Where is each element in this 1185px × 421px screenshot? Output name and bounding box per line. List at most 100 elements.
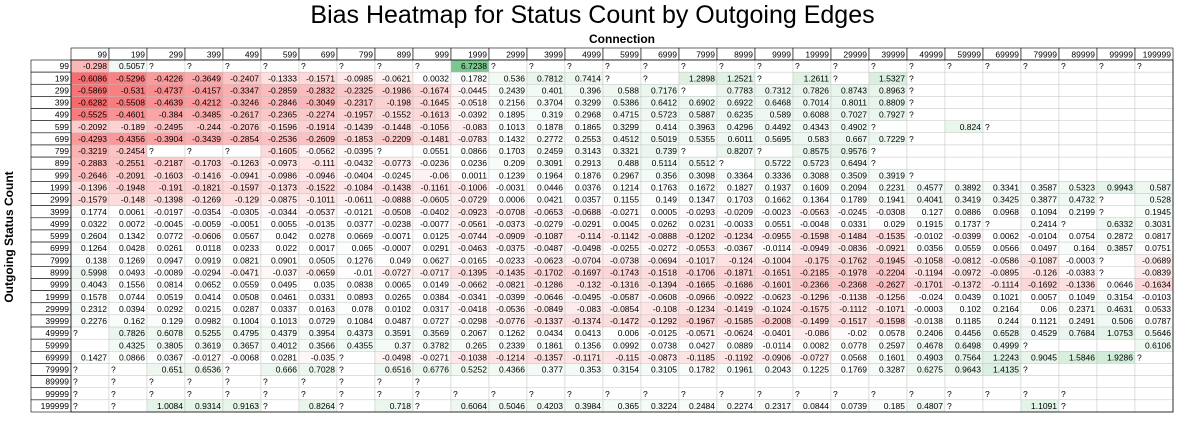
cell-value: -0.0704 <box>572 255 601 265</box>
cell-value: ? <box>339 61 344 71</box>
cell-value: 0.2199 <box>1069 207 1095 217</box>
cell-value: -0.0399 <box>952 231 981 241</box>
cell-value: ? <box>263 389 268 399</box>
cell-value: -0.1585 <box>724 316 753 326</box>
cell-value: 0.3098 <box>689 170 715 180</box>
cell-value: 0.0376 <box>575 183 601 193</box>
cell-value: ? <box>909 110 914 120</box>
cell-value: -0.1596 <box>268 122 297 132</box>
cell-value: 0.1084 <box>347 316 373 326</box>
cell-value: -0.2091 <box>116 170 145 180</box>
heatmap-cell <box>1058 363 1098 376</box>
cell-value: 0.4902 <box>841 122 867 132</box>
cell-value: -0.0023 <box>762 207 791 217</box>
row-header: 19999 <box>45 292 69 302</box>
cell-value: 0.0149 <box>423 280 449 290</box>
column-header: 699 <box>321 50 335 60</box>
heatmap-cell <box>678 375 718 388</box>
cell-value: 0.1269 <box>119 255 145 265</box>
cell-value: 0.4715 <box>613 110 639 120</box>
cell-value: 0.2872 <box>1107 231 1133 241</box>
cell-value: -0.0717 <box>420 267 449 277</box>
cell-value: -0.124 <box>729 255 753 265</box>
cell-value: 0.078 <box>352 304 374 314</box>
cell-value: -0.531 <box>121 85 145 95</box>
heatmap-cell <box>982 84 1022 97</box>
cell-value: 0.3299 <box>613 122 639 132</box>
cell-value: -0.0255 <box>610 243 639 253</box>
cell-value: -0.1703 <box>192 158 221 168</box>
heatmap-cell <box>1020 108 1060 121</box>
cell-value: 0.3619 <box>195 340 221 350</box>
cell-value: 0.3341 <box>993 183 1019 193</box>
cell-value: 0.0566 <box>993 243 1019 253</box>
cell-value: 0.5114 <box>652 158 678 168</box>
cell-value: -0.1914 <box>306 122 335 132</box>
cell-value: -0.0197 <box>154 207 183 217</box>
cell-value: 0.4456 <box>955 328 981 338</box>
heatmap-cell <box>1096 108 1136 121</box>
cell-value: -0.1598 <box>800 231 829 241</box>
cell-value: 0.2371 <box>1069 304 1095 314</box>
cell-value: -0.6282 <box>78 98 107 108</box>
cell-value: -0.1601 <box>762 280 791 290</box>
cell-value: -0.0708 <box>496 207 525 217</box>
cell-value: 0.6064 <box>461 401 487 411</box>
heatmap-cell <box>1058 132 1098 146</box>
cell-value: -0.1192 <box>725 352 753 362</box>
cell-value: -0.1853 <box>344 134 373 144</box>
cell-value: -0.0341 <box>458 292 487 302</box>
cell-value: 0.4296 <box>727 122 753 132</box>
cell-value: -0.0209 <box>724 207 753 217</box>
cell-value: -0.1579 <box>78 195 107 205</box>
cell-value: 0.7229 <box>879 134 905 144</box>
cell-value: 0.1225 <box>803 365 829 375</box>
heatmap-cell <box>1134 399 1174 413</box>
cell-value: ? <box>985 219 990 229</box>
cell-value: 0.2597 <box>879 340 905 350</box>
row-header: 29999 <box>45 304 69 314</box>
cell-value: 0.0045 <box>613 219 639 229</box>
row-header: 69999 <box>45 352 69 362</box>
cell-value: -0.2185 <box>800 267 829 277</box>
cell-value: 0.356 <box>656 170 678 180</box>
cell-value: 0.1763 <box>651 183 677 193</box>
cell-value: 0.0646 <box>1107 280 1133 290</box>
cell-value: 0.042 <box>276 231 298 241</box>
cell-value: ? <box>757 73 762 83</box>
cell-value: ? <box>149 146 154 156</box>
cell-value: 0.5512 <box>689 158 715 168</box>
cell-value: 0.3321 <box>613 146 639 156</box>
cell-value: ? <box>263 61 268 71</box>
cell-value: 0.1214 <box>613 183 639 193</box>
cell-value: 0.5887 <box>689 110 715 120</box>
heatmap-cell <box>1096 71 1136 85</box>
cell-value: -0.1058 <box>914 255 943 265</box>
heatmap-cell <box>982 375 1022 388</box>
cell-value: -0.2366 <box>800 280 829 290</box>
cell-value: -0.0966 <box>686 292 715 302</box>
cell-value: 0.5323 <box>1069 183 1095 193</box>
cell-value: 0.0754 <box>1069 231 1095 241</box>
cell-value: 0.1895 <box>499 110 525 120</box>
cell-value: -0.0471 <box>230 267 259 277</box>
cell-value: -0.3049 <box>306 98 335 108</box>
cell-value: -0.0727 <box>800 352 829 362</box>
cell-value: 0.651 <box>162 365 184 375</box>
cell-value: ? <box>719 158 724 168</box>
cell-value: -0.2617 <box>230 110 259 120</box>
cell-value: 0.3805 <box>157 340 183 350</box>
cell-value: -0.2092 <box>78 122 107 132</box>
cell-value: 0.0919 <box>195 255 221 265</box>
heatmap-cell <box>1020 169 1060 182</box>
cell-value: ? <box>719 61 724 71</box>
cell-value: ? <box>263 401 268 411</box>
cell-value: 0.3954 <box>309 328 335 338</box>
cell-value: 0.3919 <box>879 170 905 180</box>
heatmap-cell <box>1020 71 1060 85</box>
cell-value: 0.1937 <box>765 183 791 193</box>
cell-value: ? <box>757 389 762 399</box>
cell-value: ? <box>567 389 572 399</box>
cell-value: 0.0889 <box>727 340 753 350</box>
heatmap-cell <box>602 375 642 388</box>
